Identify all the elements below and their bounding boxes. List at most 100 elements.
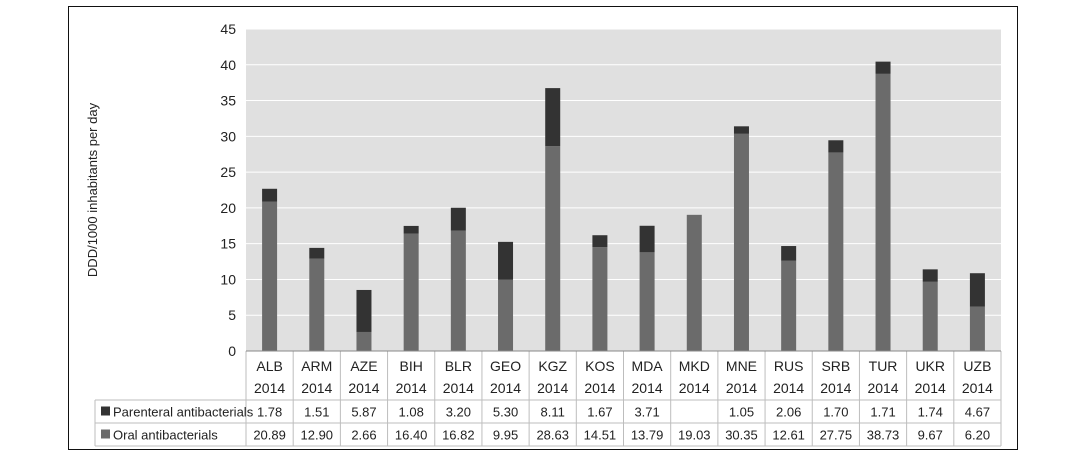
bar-parenteral-rus <box>781 246 797 261</box>
bar-oral-uzb <box>969 306 985 351</box>
bar-oral-arm <box>309 258 325 351</box>
bar-oral-srb <box>828 152 844 351</box>
bar-oral-aze <box>356 331 372 351</box>
y-tick-label: 20 <box>220 200 236 216</box>
data-label-oral: 19.03 <box>678 428 711 443</box>
data-label-oral: 14.51 <box>584 428 617 443</box>
data-label-parenteral: 1.67 <box>587 405 612 420</box>
chart-frame: 0 5 10 15 20 25 30 35 40 45 DDD/1000 inhabitants p… <box>68 6 1018 450</box>
data-label-oral: 16.82 <box>442 428 475 443</box>
x-tick-year: 2014 <box>632 380 663 396</box>
bar-oral-geo <box>498 279 514 351</box>
bar-parenteral-bih <box>403 225 419 234</box>
bar-parenteral-ukr <box>922 269 938 282</box>
y-tick-label: 25 <box>220 164 236 180</box>
data-label-parenteral: 1.51 <box>304 405 329 420</box>
data-label-oral: 20.89 <box>253 428 286 443</box>
x-tick-label: MKD <box>679 358 710 374</box>
x-tick-label: ARM <box>301 358 332 374</box>
data-label-oral: 12.61 <box>772 428 805 443</box>
x-tick-year: 2014 <box>962 380 993 396</box>
stacked-bar-chart: 0 5 10 15 20 25 30 35 40 45 DDD/1000 inhabitants p… <box>85 21 1002 447</box>
data-label-oral: 2.66 <box>351 428 376 443</box>
data-label-parenteral: 8.11 <box>541 405 565 420</box>
bar-parenteral-geo <box>498 241 514 280</box>
bar-parenteral-blr <box>450 207 466 231</box>
bar-parenteral-alb <box>262 188 278 202</box>
x-tick-label: MDA <box>632 358 664 374</box>
data-label-parenteral: 1.74 <box>918 405 943 420</box>
data-label-oral: 13.79 <box>631 428 664 443</box>
bar-parenteral-uzb <box>969 273 985 307</box>
y-tick-label: 5 <box>228 307 236 323</box>
y-tick-label: 0 <box>228 343 236 359</box>
x-tick-label: GEO <box>490 358 521 374</box>
x-tick-year: 2014 <box>915 380 946 396</box>
legend-swatch-oral <box>101 429 110 439</box>
bar-oral-mda <box>639 252 655 351</box>
data-label-oral: 30.35 <box>725 428 758 443</box>
bar-parenteral-kgz <box>545 88 561 147</box>
data-label-oral: 9.67 <box>918 428 943 443</box>
bar-oral-blr <box>450 230 466 351</box>
x-tick-year: 2014 <box>867 380 898 396</box>
data-label-parenteral: 1.71 <box>870 405 895 420</box>
bar-oral-mkd <box>686 214 702 351</box>
data-label-parenteral: 3.71 <box>634 405 659 420</box>
x-tick-label: KGZ <box>538 358 567 374</box>
bar-parenteral-mda <box>639 225 655 253</box>
y-axis-label: DDD/1000 inhabitants per day <box>85 102 100 277</box>
bar-oral-alb <box>262 201 278 351</box>
data-label-oral: 9.95 <box>493 428 518 443</box>
data-label-parenteral: 5.30 <box>493 405 518 420</box>
data-label-oral: 12.90 <box>301 428 334 443</box>
plot-area <box>246 29 1001 351</box>
bar-oral-tur <box>875 73 891 352</box>
x-tick-label: TUR <box>869 358 898 374</box>
data-label-oral: 28.63 <box>536 428 569 443</box>
y-tick-label: 40 <box>220 57 236 73</box>
x-tick-label: RUS <box>774 358 804 374</box>
x-tick-label: ALB <box>256 358 282 374</box>
bar-oral-ukr <box>922 281 938 351</box>
x-tick-label: UZB <box>963 358 991 374</box>
x-tick-label: UKR <box>915 358 945 374</box>
y-tick-label: 15 <box>220 236 236 252</box>
data-label-parenteral: 4.67 <box>965 405 990 420</box>
bar-parenteral-srb <box>828 140 844 153</box>
x-tick-year: 2014 <box>584 380 615 396</box>
legend-entry-oral: Oral antibacterials <box>113 428 218 443</box>
y-tick-label: 45 <box>220 21 236 37</box>
data-label-parenteral: 1.05 <box>729 405 754 420</box>
data-label-parenteral: 1.08 <box>399 405 424 420</box>
bar-parenteral-kos <box>592 235 608 248</box>
x-tick-year: 2014 <box>396 380 427 396</box>
bar-parenteral-mne <box>733 126 749 134</box>
x-tick-year: 2014 <box>773 380 804 396</box>
bar-parenteral-aze <box>356 289 372 332</box>
bar-oral-kgz <box>545 146 561 351</box>
x-tick-year: 2014 <box>490 380 521 396</box>
data-label-oral: 6.20 <box>965 428 990 443</box>
bar-oral-kos <box>592 247 608 351</box>
x-tick-label: AZE <box>350 358 377 374</box>
data-label-parenteral: 3.20 <box>446 405 471 420</box>
x-tick-year: 2014 <box>726 380 757 396</box>
data-label-parenteral: 5.87 <box>351 405 376 420</box>
legend-entry-parenteral: Parenteral antibacterials <box>113 405 254 420</box>
data-label-oral: 16.40 <box>395 428 428 443</box>
bar-oral-mne <box>733 133 749 351</box>
x-tick-label: KOS <box>585 358 615 374</box>
x-tick-year: 2014 <box>443 380 474 396</box>
x-tick-year: 2014 <box>301 380 332 396</box>
bar-oral-rus <box>781 260 797 351</box>
x-tick-label: SRB <box>821 358 850 374</box>
x-tick-year: 2014 <box>348 380 379 396</box>
bar-parenteral-tur <box>875 61 891 74</box>
data-label-parenteral: 1.78 <box>257 405 282 420</box>
data-label-oral: 27.75 <box>820 428 853 443</box>
legend-swatch-parenteral <box>101 406 110 416</box>
x-tick-year: 2014 <box>537 380 568 396</box>
data-label-parenteral: 1.70 <box>823 405 848 420</box>
x-tick-label: BLR <box>445 358 472 374</box>
